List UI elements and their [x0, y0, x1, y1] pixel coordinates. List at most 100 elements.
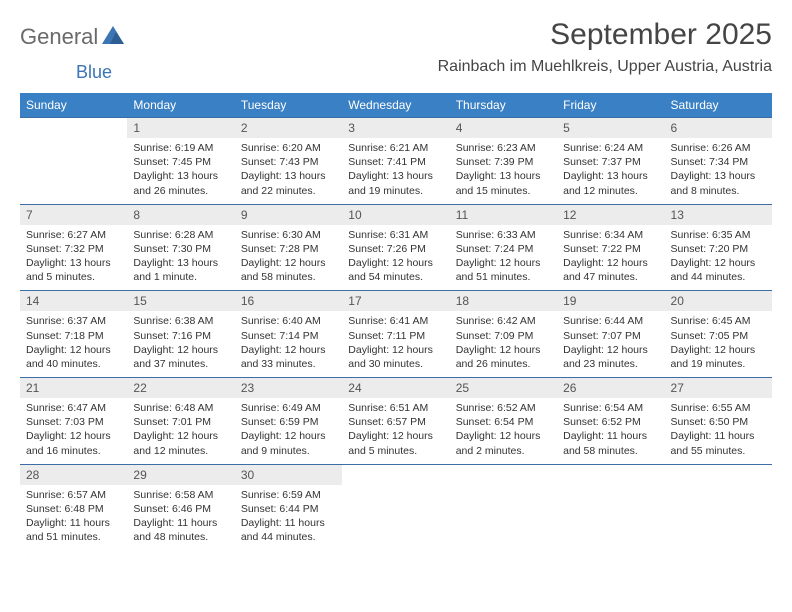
- day-line: Daylight: 11 hours and 48 minutes.: [133, 516, 228, 544]
- brand-name-2: Blue: [76, 62, 112, 82]
- content-row: Sunrise: 6:57 AMSunset: 6:48 PMDaylight:…: [20, 485, 772, 551]
- daynum-row: 123456: [20, 118, 772, 139]
- day-line: Sunrise: 6:31 AM: [348, 228, 443, 242]
- day-line: Sunrise: 6:40 AM: [241, 314, 336, 328]
- day-number: 15: [127, 291, 234, 312]
- calendar-table: SundayMondayTuesdayWednesdayThursdayFrid…: [20, 93, 772, 550]
- day-line: Sunrise: 6:42 AM: [456, 314, 551, 328]
- day-content: Sunrise: 6:41 AMSunset: 7:11 PMDaylight:…: [342, 311, 449, 377]
- day-line: Daylight: 12 hours and 16 minutes.: [26, 429, 121, 457]
- day-number: 16: [235, 291, 342, 312]
- day-content: Sunrise: 6:20 AMSunset: 7:43 PMDaylight:…: [235, 138, 342, 204]
- day-line: Sunset: 7:05 PM: [671, 329, 766, 343]
- day-line: Sunset: 7:37 PM: [563, 155, 658, 169]
- day-number: 5: [557, 118, 664, 139]
- day-line: Daylight: 12 hours and 30 minutes.: [348, 343, 443, 371]
- day-line: Sunset: 7:32 PM: [26, 242, 121, 256]
- day-content: Sunrise: 6:45 AMSunset: 7:05 PMDaylight:…: [665, 311, 772, 377]
- day-number: 11: [450, 204, 557, 225]
- weekday-header: Wednesday: [342, 93, 449, 118]
- day-line: Sunrise: 6:35 AM: [671, 228, 766, 242]
- day-line: Sunset: 7:28 PM: [241, 242, 336, 256]
- day-content: Sunrise: 6:51 AMSunset: 6:57 PMDaylight:…: [342, 398, 449, 464]
- daynum-row: 14151617181920: [20, 291, 772, 312]
- day-number: [557, 464, 664, 485]
- day-number: 28: [20, 464, 127, 485]
- day-content: Sunrise: 6:54 AMSunset: 6:52 PMDaylight:…: [557, 398, 664, 464]
- day-line: Daylight: 12 hours and 2 minutes.: [456, 429, 551, 457]
- day-line: Sunset: 7:11 PM: [348, 329, 443, 343]
- day-line: Daylight: 11 hours and 58 minutes.: [563, 429, 658, 457]
- day-line: Sunset: 6:57 PM: [348, 415, 443, 429]
- day-line: Sunset: 7:41 PM: [348, 155, 443, 169]
- day-line: Sunrise: 6:19 AM: [133, 141, 228, 155]
- day-line: Sunrise: 6:54 AM: [563, 401, 658, 415]
- day-line: Daylight: 12 hours and 37 minutes.: [133, 343, 228, 371]
- day-number: 3: [342, 118, 449, 139]
- day-line: Sunset: 6:46 PM: [133, 502, 228, 516]
- day-number: 7: [20, 204, 127, 225]
- day-number: 12: [557, 204, 664, 225]
- day-content: Sunrise: 6:57 AMSunset: 6:48 PMDaylight:…: [20, 485, 127, 551]
- day-line: Daylight: 12 hours and 40 minutes.: [26, 343, 121, 371]
- day-line: Daylight: 13 hours and 1 minute.: [133, 256, 228, 284]
- day-line: Daylight: 13 hours and 15 minutes.: [456, 169, 551, 197]
- day-number: [665, 464, 772, 485]
- day-line: Sunrise: 6:28 AM: [133, 228, 228, 242]
- day-content: Sunrise: 6:26 AMSunset: 7:34 PMDaylight:…: [665, 138, 772, 204]
- day-line: Sunrise: 6:58 AM: [133, 488, 228, 502]
- day-line: Daylight: 12 hours and 33 minutes.: [241, 343, 336, 371]
- day-number: 6: [665, 118, 772, 139]
- day-line: Sunset: 6:52 PM: [563, 415, 658, 429]
- day-line: Sunrise: 6:52 AM: [456, 401, 551, 415]
- day-number: 19: [557, 291, 664, 312]
- day-line: Daylight: 11 hours and 55 minutes.: [671, 429, 766, 457]
- day-content: Sunrise: 6:44 AMSunset: 7:07 PMDaylight:…: [557, 311, 664, 377]
- day-number: 25: [450, 378, 557, 399]
- content-row: Sunrise: 6:47 AMSunset: 7:03 PMDaylight:…: [20, 398, 772, 464]
- day-line: Daylight: 12 hours and 58 minutes.: [241, 256, 336, 284]
- weekday-header: Monday: [127, 93, 234, 118]
- calendar-body: 123456Sunrise: 6:19 AMSunset: 7:45 PMDay…: [20, 118, 772, 551]
- day-line: Sunrise: 6:55 AM: [671, 401, 766, 415]
- day-line: Daylight: 12 hours and 9 minutes.: [241, 429, 336, 457]
- brand-name-1: General: [20, 24, 98, 50]
- day-number: 9: [235, 204, 342, 225]
- day-content: Sunrise: 6:47 AMSunset: 7:03 PMDaylight:…: [20, 398, 127, 464]
- day-line: Sunrise: 6:21 AM: [348, 141, 443, 155]
- day-content: Sunrise: 6:40 AMSunset: 7:14 PMDaylight:…: [235, 311, 342, 377]
- day-content: Sunrise: 6:42 AMSunset: 7:09 PMDaylight:…: [450, 311, 557, 377]
- day-line: Sunrise: 6:44 AM: [563, 314, 658, 328]
- day-line: Sunset: 6:48 PM: [26, 502, 121, 516]
- day-number: 23: [235, 378, 342, 399]
- day-number: 8: [127, 204, 234, 225]
- day-line: Sunrise: 6:37 AM: [26, 314, 121, 328]
- day-content: [20, 138, 127, 204]
- day-number: 26: [557, 378, 664, 399]
- month-title: September 2025: [438, 18, 772, 52]
- day-number: 20: [665, 291, 772, 312]
- day-content: Sunrise: 6:28 AMSunset: 7:30 PMDaylight:…: [127, 225, 234, 291]
- day-line: Sunrise: 6:33 AM: [456, 228, 551, 242]
- day-content: Sunrise: 6:55 AMSunset: 6:50 PMDaylight:…: [665, 398, 772, 464]
- day-line: Sunset: 7:34 PM: [671, 155, 766, 169]
- day-number: 18: [450, 291, 557, 312]
- day-line: Sunrise: 6:38 AM: [133, 314, 228, 328]
- day-line: Sunset: 7:18 PM: [26, 329, 121, 343]
- day-content: Sunrise: 6:31 AMSunset: 7:26 PMDaylight:…: [342, 225, 449, 291]
- day-line: Sunset: 7:01 PM: [133, 415, 228, 429]
- day-content: Sunrise: 6:30 AMSunset: 7:28 PMDaylight:…: [235, 225, 342, 291]
- day-line: Sunset: 7:20 PM: [671, 242, 766, 256]
- day-content: [342, 485, 449, 551]
- day-line: Sunrise: 6:45 AM: [671, 314, 766, 328]
- day-line: Daylight: 13 hours and 22 minutes.: [241, 169, 336, 197]
- day-line: Sunset: 7:24 PM: [456, 242, 551, 256]
- day-number: 24: [342, 378, 449, 399]
- day-number: 4: [450, 118, 557, 139]
- day-content: Sunrise: 6:37 AMSunset: 7:18 PMDaylight:…: [20, 311, 127, 377]
- day-line: Daylight: 13 hours and 8 minutes.: [671, 169, 766, 197]
- weekday-header: Tuesday: [235, 93, 342, 118]
- day-number: [20, 118, 127, 139]
- day-number: [450, 464, 557, 485]
- weekday-header-row: SundayMondayTuesdayWednesdayThursdayFrid…: [20, 93, 772, 118]
